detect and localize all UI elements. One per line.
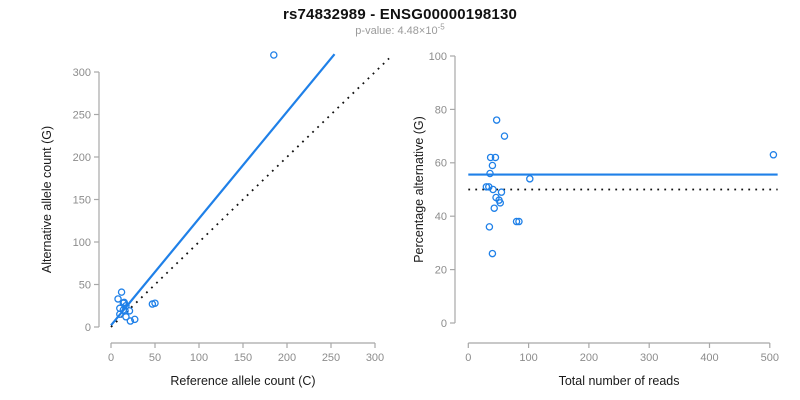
y-tick-label: 80 <box>435 104 447 116</box>
data-point <box>769 151 778 159</box>
x-axis-title: Reference allele count (C) <box>170 374 315 388</box>
y-tick-label: 200 <box>73 152 91 164</box>
x-tick-label: 150 <box>234 352 252 364</box>
x-tick-label: 300 <box>640 352 658 364</box>
x-tick-label: 0 <box>465 352 471 364</box>
y-tick-label: 40 <box>435 211 447 223</box>
y-tick-label: 300 <box>73 67 91 79</box>
data-point <box>126 317 135 325</box>
y-tick-label: 60 <box>435 158 447 170</box>
x-tick-label: 500 <box>761 352 779 364</box>
data-point <box>117 288 126 296</box>
y-tick-label: 250 <box>73 109 91 121</box>
data-point <box>512 217 521 226</box>
data-point <box>491 153 500 162</box>
pvalue-text: p-value: 4.48×10 <box>355 25 438 37</box>
x-axis-title: Total number of reads <box>559 374 680 388</box>
x-tick-label: 250 <box>322 352 340 364</box>
x-tick-label: 200 <box>580 352 598 364</box>
y-tick-label: 100 <box>73 237 91 249</box>
data-point <box>482 183 491 191</box>
data-point <box>151 299 159 307</box>
data-point <box>515 217 523 226</box>
identity-line <box>110 57 390 328</box>
data-point <box>270 51 278 59</box>
y-tick-label: 20 <box>435 264 447 276</box>
x-tick-label: 0 <box>108 352 114 364</box>
y-tick-label: 0 <box>85 322 91 334</box>
data-point <box>490 204 498 212</box>
data-point <box>114 295 122 303</box>
x-tick-label: 200 <box>278 352 296 364</box>
plot-title: rs74832989 - ENSG00000198130 <box>282 6 518 23</box>
data-point <box>116 310 124 318</box>
y-axis-title: Percentage alternative (G) <box>412 116 426 263</box>
y-tick-label: 0 <box>441 318 447 330</box>
data-point <box>125 307 134 315</box>
x-tick-label: 300 <box>366 352 384 364</box>
data-point <box>492 116 501 124</box>
y-tick-label: 50 <box>79 279 91 291</box>
data-point <box>485 223 494 231</box>
data-point <box>496 199 505 207</box>
y-axis-title: Alternative allele count (G) <box>40 126 54 273</box>
data-point <box>488 161 497 170</box>
data-point <box>122 313 130 321</box>
data-point <box>500 132 509 140</box>
data-point <box>488 249 497 258</box>
data-point <box>497 188 506 196</box>
x-tick-label: 50 <box>149 352 161 364</box>
x-tick-label: 400 <box>700 352 718 364</box>
data-point <box>486 169 494 178</box>
regression-fit-line <box>110 53 336 326</box>
y-tick-label: 150 <box>73 194 91 206</box>
data-point <box>486 153 495 162</box>
y-tick-label: 100 <box>429 51 447 63</box>
x-tick-label: 100 <box>190 352 208 364</box>
pvalue-exponent: -5 <box>437 22 445 32</box>
x-tick-label: 100 <box>519 352 537 364</box>
data-point <box>489 185 497 194</box>
pvalue-subtitle: p-value: 4.48×10-5 <box>0 22 800 37</box>
data-point <box>131 315 139 324</box>
data-point <box>526 175 534 183</box>
